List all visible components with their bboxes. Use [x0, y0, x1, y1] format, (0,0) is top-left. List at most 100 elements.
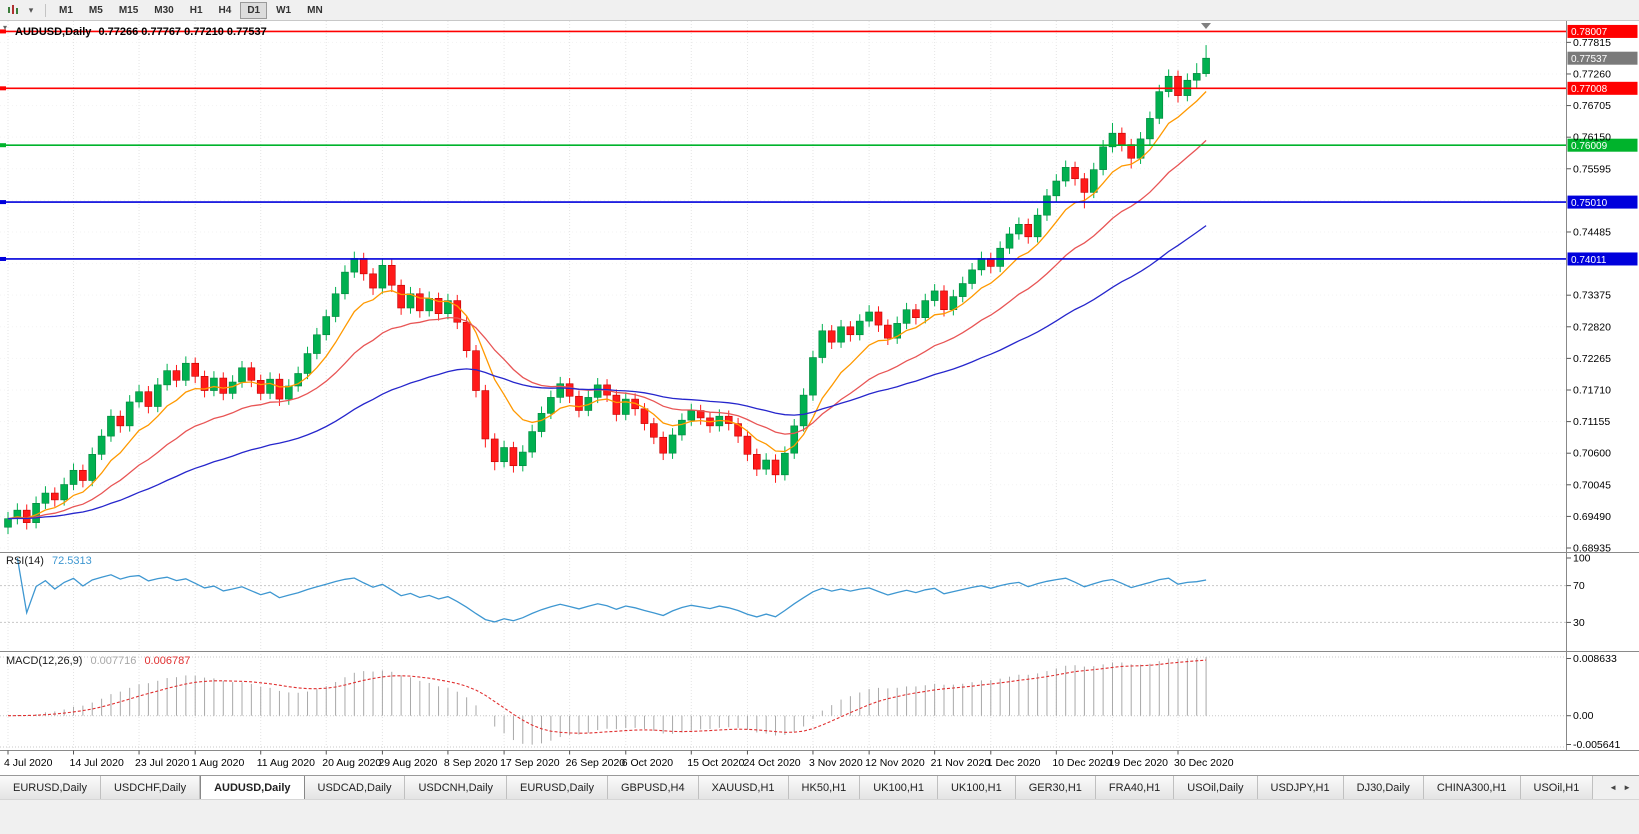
svg-text:1 Dec 2020: 1 Dec 2020: [987, 757, 1041, 769]
svg-text:10 Dec 2020: 10 Dec 2020: [1052, 757, 1112, 769]
timeframe-button-d1[interactable]: D1: [240, 1, 268, 19]
tab-ger30-h1[interactable]: GER30,H1: [1015, 776, 1096, 799]
svg-text:0.72265: 0.72265: [1573, 353, 1611, 365]
chart-shift-marker: [1201, 23, 1211, 29]
tab-scroll-buttons: ◄ ►: [1601, 776, 1639, 799]
tab-hk50-h1[interactable]: HK50,H1: [788, 776, 861, 799]
svg-text:0.77537: 0.77537: [1571, 54, 1608, 65]
tab-scroll-right-icon[interactable]: ►: [1623, 783, 1631, 792]
macd-main-value: 0.007716: [90, 655, 137, 667]
tab-usdcad-daily[interactable]: USDCAD,Daily: [304, 776, 406, 799]
svg-text:0.76009: 0.76009: [1571, 141, 1608, 152]
timeframe-button-mn[interactable]: MN: [307, 4, 323, 16]
svg-text:4 Jul 2020: 4 Jul 2020: [4, 757, 53, 769]
svg-text:0.78007: 0.78007: [1571, 27, 1608, 38]
svg-text:30 Dec 2020: 30 Dec 2020: [1174, 757, 1234, 769]
price-axis[interactable]: 0.77815 0.77260 0.76705 0.76150 0.75595 0.744…: [1566, 21, 1612, 751]
rsi-name: RSI(14): [6, 555, 44, 567]
svg-text:1 Aug 2020: 1 Aug 2020: [191, 757, 244, 769]
chart-menu-arrow-icon[interactable]: ▾: [3, 23, 8, 32]
svg-text:0.70600: 0.70600: [1573, 448, 1611, 460]
svg-text:23 Jul 2020: 23 Jul 2020: [135, 757, 189, 769]
svg-text:17 Sep 2020: 17 Sep 2020: [500, 757, 560, 769]
svg-text:30: 30: [1573, 617, 1585, 629]
timeframe-button-m30[interactable]: M30: [154, 4, 174, 16]
svg-text:3 Nov 2020: 3 Nov 2020: [809, 757, 863, 769]
tab-eurusd-daily[interactable]: EURUSD,Daily: [0, 776, 101, 799]
svg-text:0.68935: 0.68935: [1573, 543, 1611, 555]
svg-text:0.00: 0.00: [1573, 710, 1594, 722]
timeframe-button-m5[interactable]: M5: [88, 4, 103, 16]
svg-text:-0.005641: -0.005641: [1573, 739, 1620, 751]
svg-text:12 Nov 2020: 12 Nov 2020: [865, 757, 925, 769]
svg-text:0.77260: 0.77260: [1573, 68, 1611, 80]
timeframe-button-h4[interactable]: H4: [218, 4, 232, 16]
tab-xauusd-h1[interactable]: XAUUSD,H1: [698, 776, 789, 799]
rsi-value: 72.5313: [51, 555, 92, 567]
chart-window[interactable]: 0.78007 0.77008 0.76009 0.75010 0.74011 0.775…: [0, 21, 1639, 775]
svg-text:0.75595: 0.75595: [1573, 163, 1611, 175]
moving-average-lines: [7, 91, 1207, 520]
hline-0.76009[interactable]: 0.76009: [0, 138, 1638, 152]
timeframe-button-h1[interactable]: H1: [189, 4, 203, 16]
tab-uk100-h1[interactable]: UK100,H1: [937, 776, 1016, 799]
svg-text:0.74485: 0.74485: [1573, 226, 1611, 238]
chart-canvas[interactable]: 0.78007 0.77008 0.76009 0.75010 0.74011 0.775…: [0, 21, 1639, 775]
chart-type-icon[interactable]: [4, 2, 22, 18]
macd-name: MACD(12,26,9): [6, 655, 83, 667]
tab-usoil-daily[interactable]: USOil,Daily: [1174, 776, 1258, 799]
chart-title: AUDUSD,Daily 0.77266 0.77767 0.77210 0.7…: [15, 26, 271, 38]
svg-text:0.72820: 0.72820: [1573, 321, 1611, 333]
rsi-pane: 100 70 30: [0, 553, 1591, 629]
tab-gbpusd-h4[interactable]: GBPUSD,H4: [608, 776, 699, 799]
tab-usoil-h1[interactable]: USOil,H1: [1520, 776, 1594, 799]
svg-text:20 Aug 2020: 20 Aug 2020: [322, 757, 381, 769]
svg-text:0.77815: 0.77815: [1573, 37, 1611, 49]
tab-usdcnh-daily[interactable]: USDCNH,Daily: [405, 776, 508, 799]
hline-0.78007[interactable]: 0.78007: [0, 24, 1638, 38]
svg-text:0.008633: 0.008633: [1573, 653, 1617, 665]
svg-text:8 Sep 2020: 8 Sep 2020: [444, 757, 498, 769]
tab-fra40-h1[interactable]: FRA40,H1: [1095, 776, 1175, 799]
svg-text:0.73375: 0.73375: [1573, 290, 1611, 302]
chart-symbol-period: AUDUSD,Daily: [15, 26, 92, 38]
chart-tab-bar: EURUSD,Daily USDCHF,Daily AUDUSD,Daily USDC…: [0, 775, 1639, 799]
svg-text:24 Oct 2020: 24 Oct 2020: [743, 757, 800, 769]
chart-dropdown-icon[interactable]: ▾: [28, 4, 34, 15]
tab-scroll-left-icon[interactable]: ◄: [1609, 783, 1618, 792]
top-toolbar: ▾ M1 M5 M15 M30 H1 H4 D1 W1 MN: [0, 0, 1639, 21]
hline-0.77008[interactable]: 0.77008: [0, 81, 1638, 95]
pane-separators: [0, 552, 1639, 751]
rsi-label: RSI(14) 72.5313: [6, 555, 97, 567]
timeframe-button-w1[interactable]: W1: [276, 4, 292, 16]
svg-text:0.76150: 0.76150: [1573, 132, 1611, 144]
tab-china300-h1[interactable]: CHINA300,H1: [1423, 776, 1521, 799]
current-price-label: 0.77537: [1567, 51, 1638, 65]
tab-eurusd-daily[interactable]: EURUSD,Daily: [507, 776, 608, 799]
time-axis[interactable]: 4 Jul 2020 14 Jul 2020 23 Jul 2020 1 Aug 20…: [4, 750, 1234, 770]
svg-text:0.71155: 0.71155: [1573, 416, 1610, 428]
timeframe-button-m1[interactable]: M1: [59, 4, 73, 16]
timeframe-button-group: M1 M5 M15 M30 H1 H4 D1 W1 MN: [51, 1, 331, 19]
svg-text:14 Jul 2020: 14 Jul 2020: [70, 757, 124, 769]
svg-text:0.77008: 0.77008: [1571, 84, 1608, 95]
hline-0.75010[interactable]: 0.75010: [0, 195, 1638, 209]
macd-signal-value: 0.006787: [144, 655, 191, 667]
svg-text:19 Dec 2020: 19 Dec 2020: [1108, 757, 1168, 769]
tab-uk100-h1[interactable]: UK100,H1: [860, 776, 938, 799]
svg-text:15 Oct 2020: 15 Oct 2020: [687, 757, 744, 769]
hline-0.74011[interactable]: 0.74011: [0, 252, 1638, 266]
svg-text:29 Aug 2020: 29 Aug 2020: [378, 757, 437, 769]
svg-text:100: 100: [1573, 553, 1591, 565]
tab-audusd-daily[interactable]: AUDUSD,Daily: [200, 776, 305, 799]
svg-text:26 Sep 2020: 26 Sep 2020: [566, 757, 626, 769]
tab-dj30-daily[interactable]: DJ30,Daily: [1343, 776, 1424, 799]
tab-usdjpy-h1[interactable]: USDJPY,H1: [1257, 776, 1344, 799]
svg-text:0.76705: 0.76705: [1573, 100, 1611, 112]
svg-text:11 Aug 2020: 11 Aug 2020: [257, 757, 315, 769]
svg-text:21 Nov 2020: 21 Nov 2020: [931, 757, 991, 769]
timeframe-button-m15[interactable]: M15: [118, 4, 139, 16]
svg-text:6 Oct 2020: 6 Oct 2020: [622, 757, 674, 769]
tab-usdchf-daily[interactable]: USDCHF,Daily: [100, 776, 201, 799]
